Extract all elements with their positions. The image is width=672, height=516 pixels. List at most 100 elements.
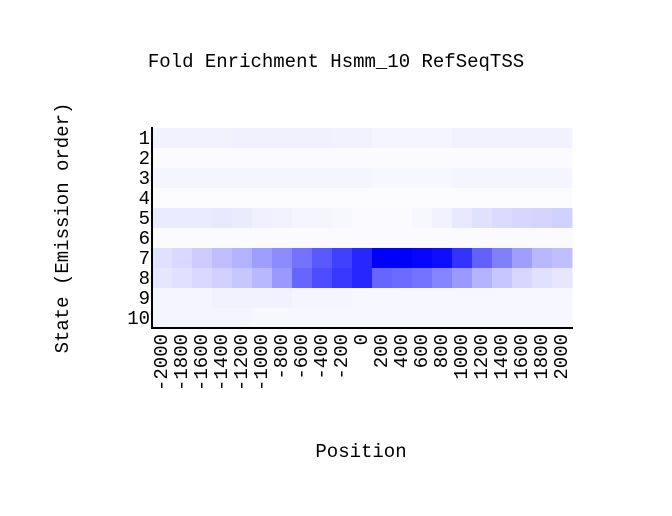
heatmap-cell [352, 168, 373, 189]
heatmap-cell [292, 288, 313, 309]
heatmap-cell [392, 268, 413, 289]
heatmap-cell [392, 208, 413, 229]
heatmap-cell [552, 248, 573, 269]
heatmap-cell [532, 308, 553, 329]
heatmap-cell [212, 168, 233, 189]
heatmap-cell [232, 228, 253, 249]
y-tick-label: 1 [139, 128, 150, 150]
heatmap-cell [192, 308, 213, 329]
heatmap-cell [472, 128, 493, 149]
heatmap-cell [412, 128, 433, 149]
heatmap-cell [232, 308, 253, 329]
heatmap-cell [532, 288, 553, 309]
heatmap-cell [512, 128, 533, 149]
heatmap-cell [372, 188, 393, 209]
heatmap-cell [212, 128, 233, 149]
heatmap-cell [392, 228, 413, 249]
heatmap-cell [452, 188, 473, 209]
heatmap-cell [312, 288, 333, 309]
heatmap-cell [312, 268, 333, 289]
x-tick-label: -200 [331, 334, 353, 380]
y-tick-label: 5 [139, 208, 150, 230]
heatmap-cell [172, 148, 193, 169]
heatmap-cell [492, 248, 513, 269]
heatmap-cell [332, 268, 353, 289]
heatmap-cell [192, 208, 213, 229]
heatmap-cell [172, 288, 193, 309]
y-tick-label: 3 [139, 168, 150, 190]
y-tick-label: 10 [127, 308, 150, 330]
heatmap-cell [272, 248, 293, 269]
x-tick-label: 600 [411, 334, 433, 368]
heatmap-cell [232, 148, 253, 169]
heatmap-cell [492, 268, 513, 289]
heatmap-cell [352, 228, 373, 249]
heatmap-cell [192, 188, 213, 209]
x-tick-label: 2000 [551, 334, 573, 380]
heatmap-cell [452, 208, 473, 229]
heatmap-cell [252, 228, 273, 249]
x-tick-label: 1200 [471, 334, 493, 380]
heatmap-cell [552, 288, 573, 309]
heatmap-cell [352, 188, 373, 209]
heatmap-cell [192, 168, 213, 189]
x-tick-label: 0 [351, 334, 373, 345]
heatmap-cell [372, 228, 393, 249]
heatmap-cell [512, 168, 533, 189]
heatmap-cell [292, 308, 313, 329]
heatmap-cell [372, 248, 393, 269]
heatmap-cell [252, 128, 273, 149]
heatmap-cell [192, 268, 213, 289]
y-tick-label: 2 [139, 148, 150, 170]
heatmap-cell [492, 288, 513, 309]
heatmap-cell [272, 168, 293, 189]
heatmap-cell [552, 228, 573, 249]
heatmap-cell [392, 308, 413, 329]
heatmap-cell [272, 208, 293, 229]
heatmap-cell [292, 168, 313, 189]
y-tick-label: 8 [139, 268, 150, 290]
heatmap-cell [532, 168, 553, 189]
heatmap-cell [452, 248, 473, 269]
heatmap-cell [512, 248, 533, 269]
heatmap-cell [192, 128, 213, 149]
heatmap-cell [272, 268, 293, 289]
heatmap-cell [312, 168, 333, 189]
heatmap-cell [372, 288, 393, 309]
heatmap-cell [292, 208, 313, 229]
heatmap-cell [552, 148, 573, 169]
x-tick-label: -800 [271, 334, 293, 380]
heatmap-cell [292, 148, 313, 169]
heatmap-cell [152, 268, 173, 289]
heatmap-cell [452, 168, 473, 189]
heatmap-cell [292, 228, 313, 249]
heatmap-cell [492, 308, 513, 329]
heatmap-cell [392, 148, 413, 169]
heatmap-cell [432, 228, 453, 249]
heatmap-cell [432, 308, 453, 329]
heatmap-cell [152, 288, 173, 309]
heatmap-cell [492, 228, 513, 249]
heatmap-cell [252, 148, 273, 169]
heatmap-cell [412, 288, 433, 309]
heatmap-cell [212, 248, 233, 269]
heatmap-cell [412, 188, 433, 209]
heatmap-cell [152, 148, 173, 169]
heatmap-cell [332, 148, 353, 169]
heatmap-cell [332, 208, 353, 229]
heatmap-cell [432, 188, 453, 209]
x-tick-label: -1200 [231, 334, 253, 391]
heatmap-cell [432, 208, 453, 229]
heatmap-cell [352, 308, 373, 329]
heatmap-cell [472, 168, 493, 189]
heatmap-cell [272, 148, 293, 169]
heatmap-cell [192, 148, 213, 169]
heatmap-cell [232, 168, 253, 189]
heatmap-cell [212, 288, 233, 309]
heatmap-cell [152, 128, 173, 149]
heatmap-cell [272, 188, 293, 209]
heatmap-cell [332, 188, 353, 209]
heatmap-cell [372, 128, 393, 149]
heatmap-cell [312, 308, 333, 329]
heatmap-cell [332, 308, 353, 329]
